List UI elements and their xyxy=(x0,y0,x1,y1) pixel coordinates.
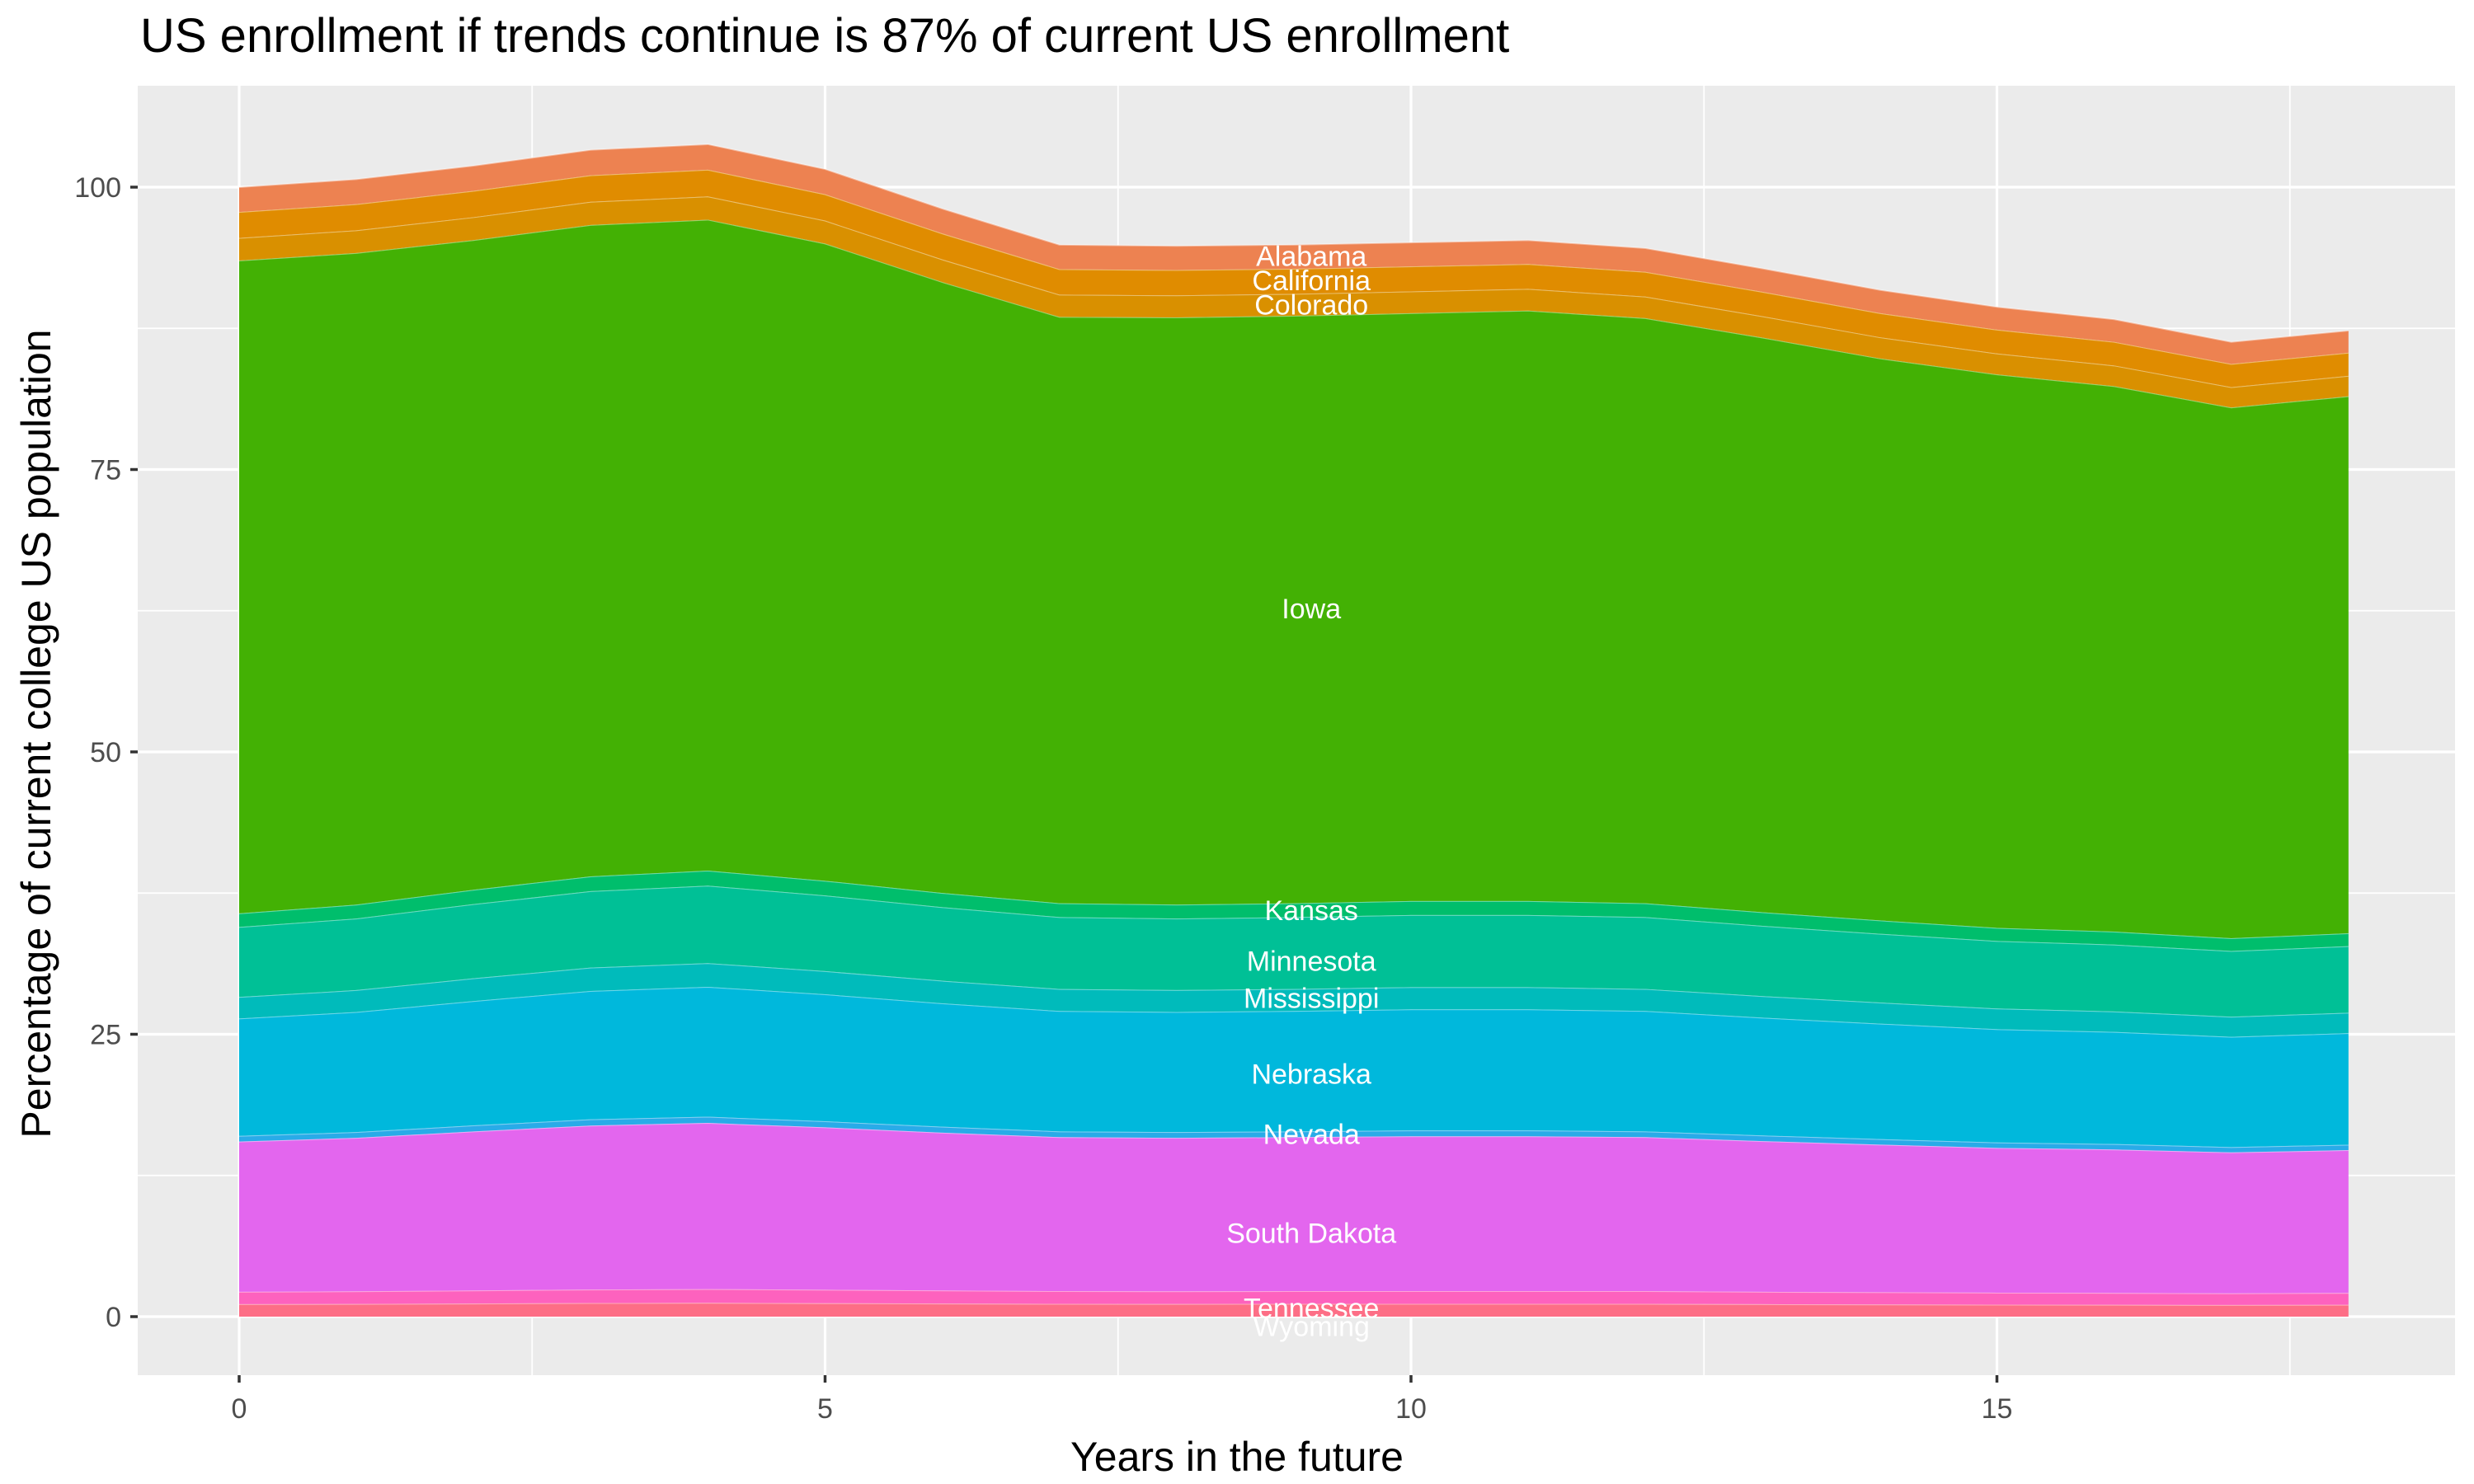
y-tick-label: 50 xyxy=(90,737,121,768)
area-band-mississippi xyxy=(239,963,2349,1037)
area-band-wyoming xyxy=(239,1303,2349,1317)
area-band-alabama xyxy=(239,143,2349,364)
area-band-colorado xyxy=(239,196,2349,408)
area-band-nebraska xyxy=(239,986,2349,1148)
area-band-minnesota xyxy=(239,885,2349,1017)
area-label-nebraska: Nebraska xyxy=(1251,1059,1371,1090)
y-axis-title: Percentage of current college US populat… xyxy=(13,329,59,1139)
area-label-iowa: Iowa xyxy=(1282,594,1341,625)
area-band-california xyxy=(239,169,2349,387)
area-label-nevada: Nevada xyxy=(1263,1120,1360,1151)
y-tick-label: 25 xyxy=(90,1020,121,1051)
area-band-kansas xyxy=(239,870,2349,951)
plot-title: US enrollment if trends continue is 87% … xyxy=(140,9,1510,63)
x-tick-label: 15 xyxy=(1982,1393,2013,1425)
band-separator xyxy=(238,143,2349,343)
x-tick-label: 10 xyxy=(1395,1393,1427,1425)
y-tick-label: 75 xyxy=(90,455,121,486)
area-label-kansas: Kansas xyxy=(1265,895,1358,927)
area-band-nevada xyxy=(239,1116,2349,1153)
x-axis-title: Years in the future xyxy=(1070,1434,1404,1480)
area-label-south-dakota: South Dakota xyxy=(1226,1219,1396,1250)
area-band-iowa xyxy=(239,219,2349,939)
area-label-california: California xyxy=(1252,265,1371,297)
x-tick-label: 0 xyxy=(232,1393,247,1425)
area-label-minnesota: Minnesota xyxy=(1247,946,1376,977)
y-tick-label: 100 xyxy=(74,172,121,204)
area-label-alabama: Alabama xyxy=(1256,242,1366,273)
area-label-wyoming: Wyoming xyxy=(1253,1312,1370,1343)
area-label-tennessee: Tennessee xyxy=(1244,1294,1379,1325)
y-tick-label: 0 xyxy=(106,1302,121,1333)
area-band-south-dakota xyxy=(239,1123,2349,1294)
x-tick-label: 5 xyxy=(817,1393,833,1425)
area-band-tennessee xyxy=(239,1289,2349,1305)
area-label-mississippi: Mississippi xyxy=(1244,984,1379,1015)
area-label-colorado: Colorado xyxy=(1254,289,1368,321)
